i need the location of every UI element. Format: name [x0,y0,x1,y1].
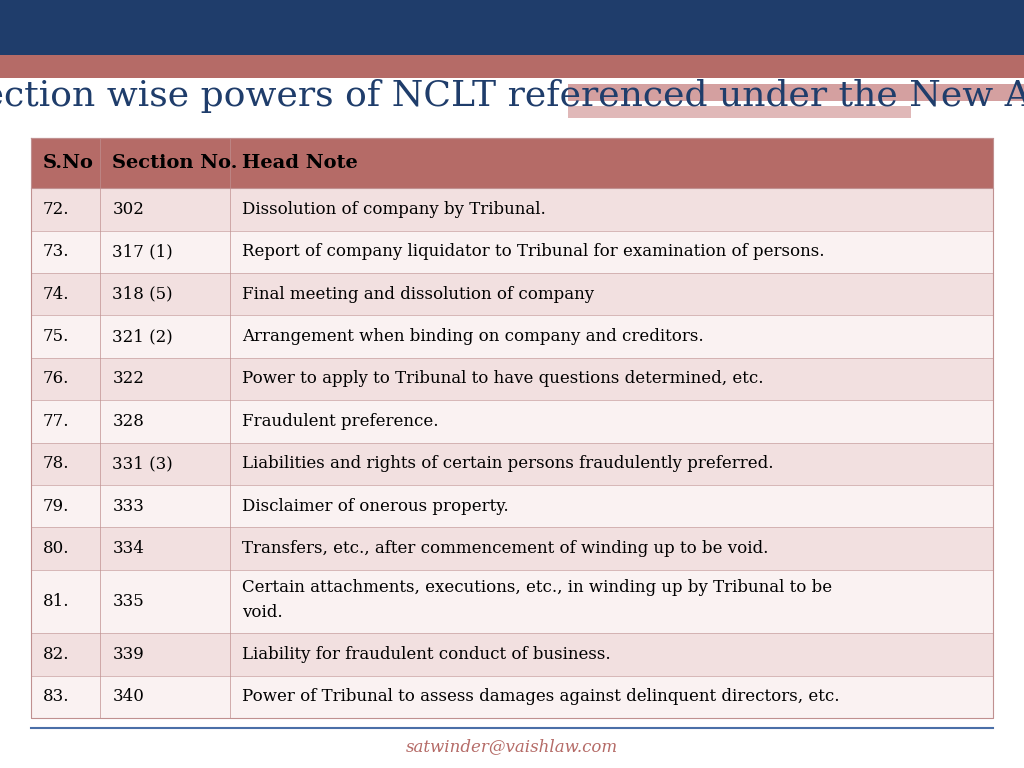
Text: satwinder@vaishlaw.com: satwinder@vaishlaw.com [406,738,618,755]
Text: Report of company liquidator to Tribunal for examination of persons.: Report of company liquidator to Tribunal… [243,243,824,260]
Text: 318 (5): 318 (5) [113,286,173,303]
Bar [31,570,993,634]
Text: Liabilities and rights of certain persons fraudulently preferred.: Liabilities and rights of certain person… [243,455,774,472]
Text: 340: 340 [113,688,144,705]
Bar [31,358,993,400]
Text: 322: 322 [113,370,144,387]
Text: 81.: 81. [43,593,70,610]
Bar [568,106,911,118]
Text: 74.: 74. [43,286,70,303]
Bar [31,528,993,570]
Text: 79.: 79. [43,498,70,515]
Bar [31,273,993,316]
Bar [31,400,993,442]
Bar [31,442,993,485]
Text: 328: 328 [113,413,144,430]
Text: 317 (1): 317 (1) [113,243,173,260]
Text: Liability for fraudulent conduct of business.: Liability for fraudulent conduct of busi… [243,646,611,663]
Bar [31,316,993,358]
Bar [31,188,993,230]
Text: S.No: S.No [43,154,94,172]
Text: 334: 334 [113,540,144,557]
Text: 331 (3): 331 (3) [113,455,173,472]
Bar [568,84,1024,101]
Text: 335: 335 [113,593,144,610]
Text: 75.: 75. [43,328,70,345]
Text: Power to apply to Tribunal to have questions determined, etc.: Power to apply to Tribunal to have quest… [243,370,764,387]
Text: 339: 339 [113,646,144,663]
Text: 83.: 83. [43,688,70,705]
Text: 80.: 80. [43,540,70,557]
Text: Section wise powers of NCLT referenced under the New Act: Section wise powers of NCLT referenced u… [0,79,1024,113]
Text: 78.: 78. [43,455,70,472]
Text: Final meeting and dissolution of company: Final meeting and dissolution of company [243,286,594,303]
Bar [31,676,993,718]
Text: Section No.: Section No. [113,154,238,172]
Bar [31,138,993,188]
Text: Head Note: Head Note [243,154,358,172]
Text: void.: void. [243,604,283,621]
Text: 72.: 72. [43,201,70,218]
Text: 333: 333 [113,498,144,515]
Bar [31,634,993,676]
Text: Arrangement when binding on company and creditors.: Arrangement when binding on company and … [243,328,703,345]
Text: Power of Tribunal to assess damages against delinquent directors, etc.: Power of Tribunal to assess damages agai… [243,688,840,705]
Bar [0,55,1024,78]
Text: Dissolution of company by Tribunal.: Dissolution of company by Tribunal. [243,201,546,218]
Text: Certain attachments, executions, etc., in winding up by Tribunal to be: Certain attachments, executions, etc., i… [243,579,833,596]
Bar [0,0,1024,55]
Text: Transfers, etc., after commencement of winding up to be void.: Transfers, etc., after commencement of w… [243,540,769,557]
Bar [31,230,993,273]
Text: 82.: 82. [43,646,70,663]
Text: Fraudulent preference.: Fraudulent preference. [243,413,438,430]
Text: 73.: 73. [43,243,70,260]
Text: Disclaimer of onerous property.: Disclaimer of onerous property. [243,498,509,515]
Text: 321 (2): 321 (2) [113,328,173,345]
Text: 302: 302 [113,201,144,218]
Text: 77.: 77. [43,413,70,430]
Text: 76.: 76. [43,370,70,387]
Bar [31,485,993,528]
